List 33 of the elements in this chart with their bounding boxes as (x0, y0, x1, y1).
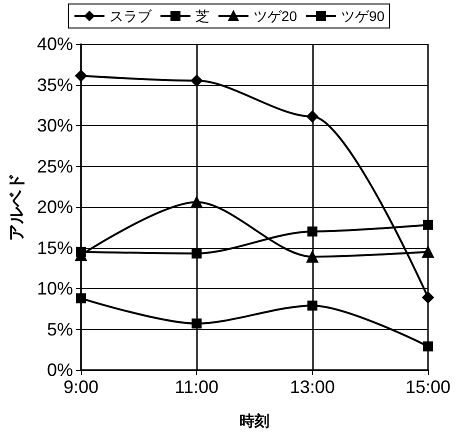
x-axis-title: 時刻 (240, 412, 270, 430)
point (190, 196, 203, 208)
point (306, 110, 318, 123)
point (307, 226, 318, 236)
x-tick-label: 9:00 (63, 377, 99, 397)
point (423, 341, 433, 352)
x-tick-label: 15:00 (405, 377, 451, 397)
point (190, 74, 203, 87)
legend-label: 芝 (195, 8, 210, 24)
point (422, 246, 434, 258)
y-tick-label: 20% (36, 197, 73, 217)
point (422, 291, 434, 304)
y-tick-label: 10% (36, 278, 73, 298)
y-tick-label: 40% (36, 34, 73, 54)
y-tick-label: 25% (36, 156, 73, 176)
legend-label: スラブ (109, 8, 152, 24)
legend-label: ツゲ20 (253, 8, 298, 24)
y-tick-label: 35% (36, 74, 73, 95)
x-tick-label: 13:00 (290, 377, 335, 397)
y-tick-label: 15% (36, 238, 73, 258)
y-axis-title: アルベド (7, 173, 26, 241)
point (307, 300, 318, 311)
point (306, 250, 318, 263)
x-tick-label: 11:00 (174, 377, 219, 397)
point (192, 248, 202, 258)
point (75, 70, 87, 82)
point (423, 220, 433, 230)
y-tick-label: 0% (46, 360, 73, 380)
y-tick-label: 30% (36, 116, 73, 136)
point (76, 293, 86, 304)
y-tick-label: 5% (46, 319, 73, 340)
legend-label: ツゲ90 (341, 8, 385, 24)
point (192, 318, 202, 329)
